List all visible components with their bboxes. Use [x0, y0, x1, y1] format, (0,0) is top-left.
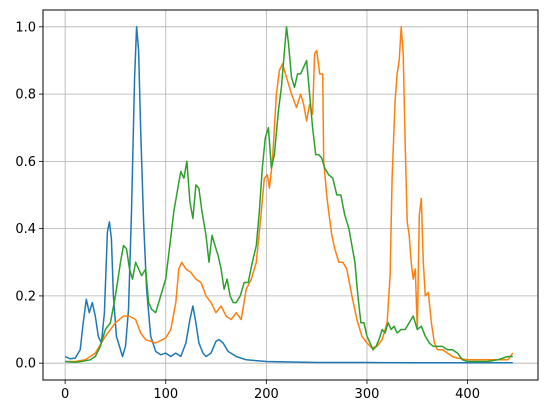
series-lines [64, 26, 514, 364]
y-axis: 0.0 0.2 0.4 0.6 0.8 1.0 [15, 20, 43, 372]
x-tick-label: 300 [355, 387, 380, 402]
plot-frame [42, 9, 539, 381]
y-tick-label: 0.4 [15, 222, 36, 237]
grid [43, 10, 538, 380]
x-tick-label: 100 [153, 387, 178, 402]
series-line-2 [65, 26, 514, 363]
x-tick-label: 400 [455, 387, 480, 402]
x-tick-label: 200 [254, 387, 279, 402]
y-tick-label: 1.0 [15, 20, 36, 35]
x-tick-label: 0 [61, 387, 69, 402]
y-tick-label: 0.8 [15, 88, 36, 103]
y-tick-label: 0.6 [15, 155, 36, 170]
series-line-3 [65, 26, 513, 363]
x-axis: 0 100 200 300 400 [61, 380, 480, 402]
series-line-1 [64, 26, 513, 364]
y-tick-label: 0.2 [15, 289, 36, 304]
y-tick-label: 0.0 [15, 357, 36, 372]
